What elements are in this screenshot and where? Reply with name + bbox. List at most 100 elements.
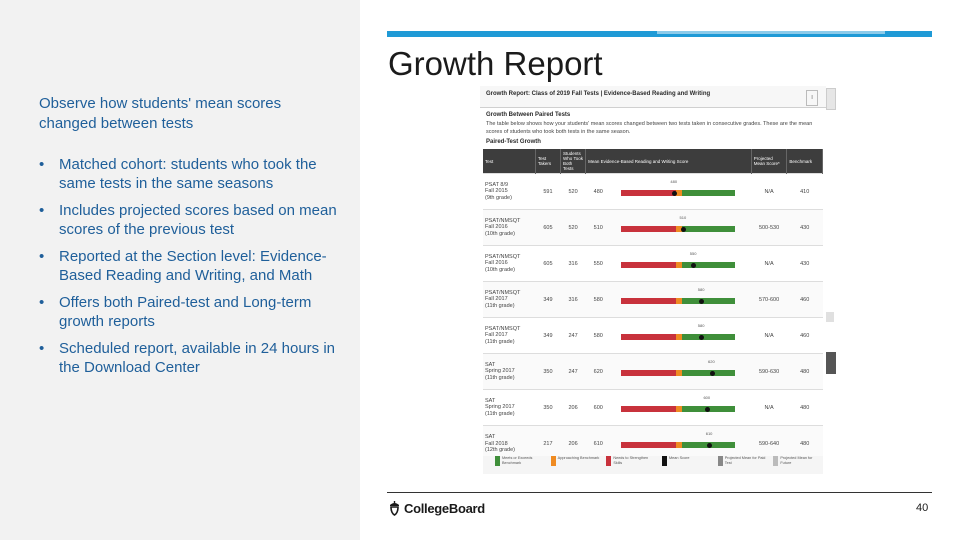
test-cell: SAT Spring 2017 (11th grade) bbox=[483, 353, 536, 390]
both-tests-cell: 520 bbox=[560, 209, 586, 246]
both-tests-cell: 247 bbox=[560, 353, 586, 390]
bullet-text: Scheduled report, available in 24 hours … bbox=[59, 340, 336, 376]
bullet-item: • Reported at the Section level: Evidence… bbox=[39, 247, 339, 285]
test-takers-cell: 349 bbox=[535, 317, 561, 354]
benchmark-bar bbox=[620, 334, 735, 340]
table-header-row: Test Test Takers Students Who Took Both … bbox=[483, 149, 823, 174]
legend-swatch bbox=[495, 456, 500, 466]
score-bar-cell: 580 bbox=[610, 317, 752, 354]
mean-score-cell: 480 bbox=[585, 173, 611, 210]
mean-score-marker bbox=[671, 190, 677, 196]
bullet-marker: • bbox=[39, 248, 45, 265]
legend-label: Mean Score bbox=[669, 456, 690, 460]
benchmark-cell: 410 bbox=[786, 173, 823, 210]
title-accent-highlight bbox=[657, 31, 885, 34]
test-cell: PSAT/NMSQT Fall 2016 (10th grade) bbox=[483, 209, 536, 246]
projected-score-cell: 570-600 bbox=[751, 281, 787, 318]
benchmark-cell: 480 bbox=[786, 389, 823, 426]
test-line: (12th grade) bbox=[485, 447, 515, 453]
bar-segment-needs-strengthen bbox=[620, 442, 676, 448]
bar-segment-meets bbox=[682, 334, 735, 340]
slide-title: Growth Report bbox=[388, 45, 603, 82]
report-header: Growth Report: Class of 2019 Fall Tests … bbox=[480, 86, 826, 108]
acorn-icon bbox=[390, 501, 399, 516]
mean-score-cell: 510 bbox=[585, 209, 611, 246]
test-takers-cell: 217 bbox=[535, 425, 561, 462]
test-line: (11th grade) bbox=[485, 338, 515, 345]
legend-swatch bbox=[550, 456, 556, 466]
both-tests-cell: 247 bbox=[560, 317, 586, 354]
bullet-marker: • bbox=[39, 156, 45, 173]
growth-report-screenshot: Growth Report: Class of 2019 Fall Tests … bbox=[480, 86, 826, 474]
benchmark-bar bbox=[620, 406, 735, 412]
bullet-item: • Includes projected scores based on mean… bbox=[39, 201, 339, 239]
bar-segment-meets bbox=[682, 298, 735, 304]
bar-segment-meets bbox=[682, 226, 735, 232]
bar-segment-approaching bbox=[675, 370, 683, 376]
score-marker-label: 480 bbox=[670, 179, 678, 184]
growth-table: Test Test Takers Students Who Took Both … bbox=[483, 149, 823, 462]
score-bar-cell: 550 bbox=[610, 245, 752, 282]
test-cell: SAT Fall 2018 (12th grade) bbox=[483, 425, 536, 462]
test-line: (10th grade) bbox=[485, 266, 515, 273]
score-marker-label: 610 bbox=[705, 431, 713, 436]
bar-segment-needs-strengthen bbox=[620, 406, 676, 412]
table-row: SAT Spring 2017 (11th grade) 350 206 600 600 … bbox=[483, 389, 823, 426]
legend-swatch bbox=[773, 456, 779, 466]
bar-segment-needs-strengthen bbox=[620, 334, 676, 340]
adjacent-window-edge bbox=[826, 352, 836, 374]
mean-score-cell: 580 bbox=[585, 281, 611, 318]
bullet-item: • Scheduled report, available in 24 hours… bbox=[39, 339, 339, 377]
benchmark-bar bbox=[620, 370, 735, 376]
projected-score-cell: 590-630 bbox=[751, 353, 787, 390]
projected-score-cell: 500-530 bbox=[751, 209, 787, 246]
table-body: PSAT 8/9 Fall 2015 (9th grade) 591 520 480 48… bbox=[483, 173, 823, 462]
report-header-button[interactable]: l bbox=[806, 90, 818, 106]
benchmark-bar bbox=[620, 442, 735, 448]
projected-score-cell: 590-640 bbox=[751, 425, 787, 462]
bar-segment-needs-strengthen bbox=[620, 226, 676, 232]
legend-label: Projected Mean for Paid Test bbox=[724, 456, 766, 465]
test-line: Fall 2016 bbox=[485, 260, 508, 267]
legend-item: Approaching Benchmark bbox=[550, 456, 601, 466]
score-bar-cell: 620 bbox=[610, 353, 752, 390]
mean-score-marker bbox=[699, 298, 705, 304]
test-line: PSAT/NMSQT bbox=[485, 325, 521, 332]
benchmark-bar bbox=[620, 190, 735, 196]
benchmark-cell: 480 bbox=[786, 425, 823, 462]
both-tests-cell: 316 bbox=[560, 245, 586, 282]
score-marker-label: 600 bbox=[703, 395, 711, 400]
benchmark-cell: 430 bbox=[786, 209, 823, 246]
mean-score-marker bbox=[707, 442, 713, 448]
test-line: SAT bbox=[485, 397, 496, 404]
projected-score-cell: N/A bbox=[751, 173, 787, 210]
benchmark-bar bbox=[620, 298, 735, 304]
bar-segment-needs-strengthen bbox=[620, 262, 676, 268]
score-bar-cell: 600 bbox=[610, 389, 752, 426]
score-bar-cell: 610 bbox=[610, 425, 752, 462]
score-marker-label: 620 bbox=[708, 359, 715, 364]
test-takers-cell: 349 bbox=[535, 281, 561, 318]
bar-segment-meets bbox=[682, 370, 735, 376]
legend-swatch bbox=[662, 456, 668, 466]
mean-score-cell: 620 bbox=[585, 353, 611, 390]
bar-segment-approaching bbox=[675, 226, 683, 232]
test-line: Spring 2017 bbox=[485, 368, 515, 375]
test-takers-cell: 591 bbox=[535, 173, 561, 210]
benchmark-cell: 430 bbox=[786, 245, 823, 282]
bar-segment-needs-strengthen bbox=[620, 190, 676, 196]
bar-segment-meets bbox=[682, 262, 735, 268]
test-cell: PSAT 8/9 Fall 2015 (9th grade) bbox=[483, 173, 536, 210]
legend-swatch bbox=[717, 456, 723, 466]
benchmark-cell: 480 bbox=[786, 353, 823, 390]
benchmark-cell: 460 bbox=[786, 281, 823, 318]
test-line: PSAT/NMSQT bbox=[485, 253, 521, 260]
both-tests-cell: 206 bbox=[560, 389, 586, 426]
table-header-cell: Students Who Took Both Tests bbox=[560, 149, 587, 174]
test-takers-cell: 605 bbox=[535, 209, 561, 246]
mean-score-marker bbox=[691, 262, 697, 268]
test-takers-cell: 350 bbox=[535, 353, 561, 390]
test-line: PSAT/NMSQT bbox=[485, 217, 521, 224]
table-row: PSAT/NMSQT Fall 2016 (10th grade) 605 316 550… bbox=[483, 245, 823, 282]
bar-segment-approaching bbox=[675, 298, 683, 304]
